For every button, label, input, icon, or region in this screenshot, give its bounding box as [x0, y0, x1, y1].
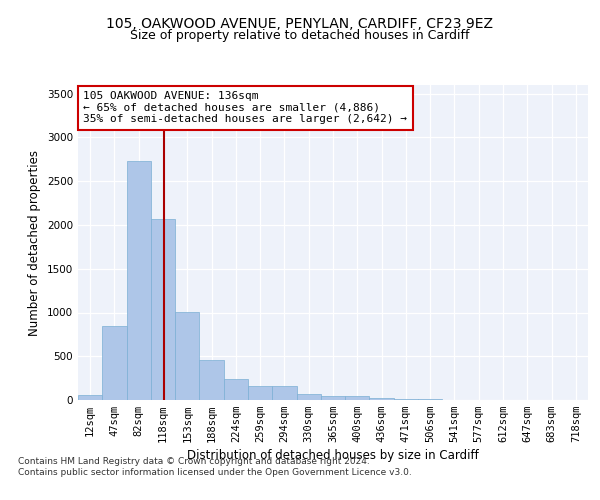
Bar: [394, 398, 418, 400]
Bar: [248, 386, 272, 400]
Bar: [102, 326, 127, 400]
Bar: [224, 378, 248, 400]
Y-axis label: Number of detached properties: Number of detached properties: [28, 150, 41, 336]
Bar: [151, 219, 175, 400]
Text: 105, OAKWOOD AVENUE, PENYLAN, CARDIFF, CF23 9EZ: 105, OAKWOOD AVENUE, PENYLAN, CARDIFF, C…: [107, 18, 493, 32]
Text: Contains HM Land Registry data © Crown copyright and database right 2024.
Contai: Contains HM Land Registry data © Crown c…: [18, 458, 412, 477]
Bar: [321, 396, 345, 400]
Bar: [175, 312, 199, 400]
Bar: [272, 386, 296, 400]
Text: Size of property relative to detached houses in Cardiff: Size of property relative to detached ho…: [130, 29, 470, 42]
Bar: [78, 395, 102, 400]
Bar: [345, 396, 370, 400]
Bar: [127, 161, 151, 400]
X-axis label: Distribution of detached houses by size in Cardiff: Distribution of detached houses by size …: [187, 450, 479, 462]
Bar: [296, 394, 321, 400]
Bar: [370, 398, 394, 400]
Bar: [199, 360, 224, 400]
Text: 105 OAKWOOD AVENUE: 136sqm
← 65% of detached houses are smaller (4,886)
35% of s: 105 OAKWOOD AVENUE: 136sqm ← 65% of deta…: [83, 92, 407, 124]
Bar: [418, 399, 442, 400]
